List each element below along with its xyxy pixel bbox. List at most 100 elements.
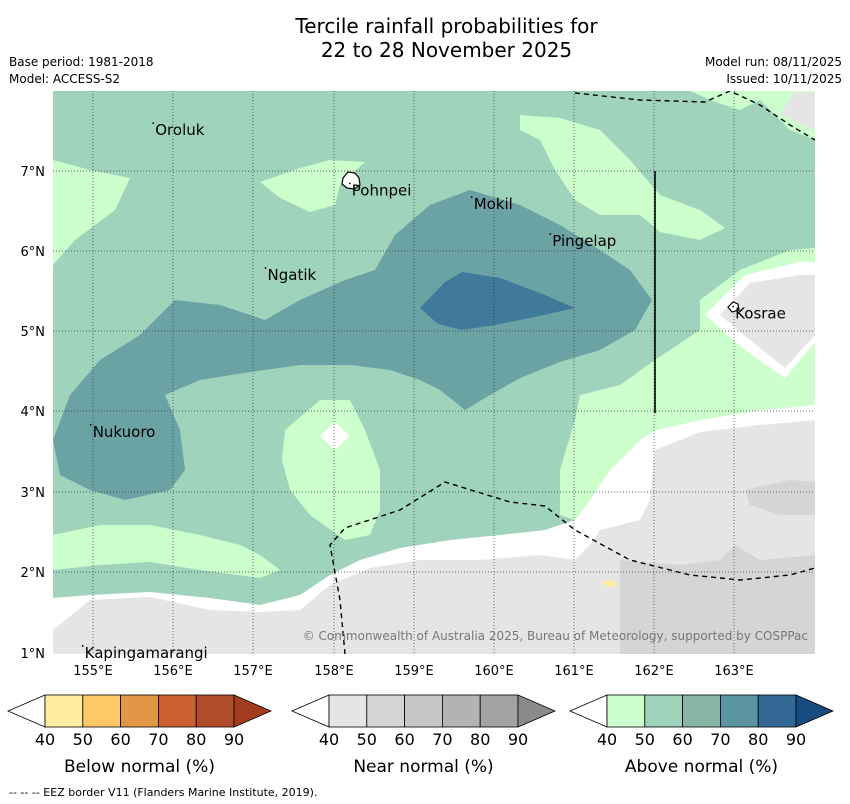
colorbars: 40 50 60 70 80 90 Below normal (%) 40 50 60 70 80 90… [6,694,835,777]
model-run: Model run: 08/11/2025 [704,55,842,69]
colorbar-3-tick-4: 80 [748,730,768,749]
lon-tick-6: 161°E [554,664,594,679]
colorbar-1-low-extend [6,694,46,728]
model-name: Model: ACCESS-S2 [9,72,121,86]
place-label-mokil: Mokil [474,195,513,213]
colorbar-2: 40 50 60 70 80 90 Near normal (%) [290,694,557,777]
lat-tick-5: 6°N [21,245,46,260]
place-marker-kosrae [732,305,735,308]
above-80-core [420,272,575,330]
near-50-kosrae [720,275,815,368]
colorbar-3-low-extend [568,694,608,728]
colorbar-1-segment-0 [44,694,84,728]
above-40-north-east [520,115,725,240]
colorbar-1: 40 50 60 70 80 90 Below normal (%) [6,694,273,777]
colorbar-3-tick-2: 60 [672,730,692,749]
lat-tick-6: 7°N [21,165,46,180]
meta-left: Base period: 1981-2018 Model: ACCESS-S2 [9,54,154,88]
eez-footnote: -- -- -- EEZ border V11 (Flanders Marine… [9,786,318,799]
colorbar-2-segment-2 [404,694,443,728]
colorbar-3-segment-1 [644,694,683,728]
above-40-central [282,400,380,540]
colorbar-2-tick-2: 60 [394,730,414,749]
place-label-pingelap: Pingelap [552,232,616,250]
above-40-pohnpei [260,160,365,212]
colorbar-3-tick-0: 40 [597,730,617,749]
lon-tick-labels: 155°E 156°E 157°E 158°E 159°E 160°E 161°… [73,664,754,679]
colorbar-2-segment-3 [441,694,481,728]
place-label-nukuoro: Nukuoro [93,423,156,441]
lon-tick-7: 162°E [634,664,674,679]
place-marker-ngatik [264,267,267,269]
place-label-kapingamarangi: Kapingamarangi [85,644,208,662]
colorbar-3-tick-5: 90 [786,730,806,749]
title-line-1: Tercile rainfall probabilities for [295,14,598,38]
lat-tick-2: 3°N [21,486,46,501]
colorbar-1-tick-1: 50 [73,730,93,749]
place-label-oroluk: Oroluk [155,121,204,139]
copyright-text: © Commonwealth of Australia 2025, Bureau… [303,629,808,643]
lat-tick-labels: 1°N 2°N 3°N 4°N 5°N 6°N 7°N [21,165,46,662]
lat-tick-3: 4°N [21,405,46,420]
place-marker-pohnpei [348,182,351,185]
colorbar-1-segment-1 [82,694,122,728]
colorbar-3: 40 50 60 70 80 90 Above normal (%) [568,694,835,777]
colorbar-1-segment-4 [195,694,235,728]
near-60-east [745,480,815,515]
meta-right: Model run: 08/11/2025 Issued: 10/11/2025 [705,54,842,88]
base-period: Base period: 1981-2018 [9,55,154,69]
lon-tick-0: 155°E [73,664,113,679]
colorbar-3-label: Above normal (%) [625,757,778,777]
title-line-2: 22 to 28 November 2025 [320,38,573,62]
colorbar-1-label: Below normal (%) [64,757,215,777]
colorbar-3-segment-2 [682,694,721,728]
near-50-northeast [780,92,815,130]
colorbar-2-segment-0 [328,694,368,728]
place-marker-pingelap [549,233,552,236]
place-marker-nukuoro [89,423,92,426]
near-40-patch-1 [320,422,350,450]
colorbar-2-low-extend [290,694,330,728]
colorbar-2-tick-1: 50 [357,730,377,749]
lon-tick-8: 163°E [714,664,754,679]
place-marker-oroluk [152,122,155,125]
colorbar-2-segment-4 [479,694,519,728]
colorbar-1-high-extend [233,694,273,728]
above-70-band [53,190,652,500]
lon-tick-3: 158°E [314,664,354,679]
colorbar-3-segment-4 [757,694,797,728]
colorbar-3-tick-1: 50 [635,730,655,749]
colorbar-2-tick-4: 80 [470,730,490,749]
colorbar-2-tick-3: 70 [432,730,452,749]
lat-tick-4: 5°N [21,325,46,340]
colorbar-1-tick-2: 60 [110,730,130,749]
lon-tick-2: 157°E [233,664,273,679]
lat-tick-0: 1°N [21,647,46,662]
lon-tick-4: 159°E [394,664,434,679]
colorbar-2-high-extend [517,694,557,728]
colorbar-2-segment-1 [366,694,405,728]
above-40-northeast-corner [690,91,815,140]
above-40-southeast-strip [560,410,655,520]
lon-tick-5: 160°E [474,664,514,679]
near-40-patch-2 [594,390,638,420]
colorbar-2-tick-0: 40 [319,730,339,749]
colorbar-3-segment-3 [720,694,759,728]
above-40-southwest [53,525,280,578]
colorbar-3-tick-3: 70 [710,730,730,749]
colorbar-1-tick-4: 80 [186,730,206,749]
colorbar-3-segment-0 [606,694,646,728]
place-label-pohnpei: Pohnpei [352,181,412,199]
place-label-ngatik: Ngatik [268,266,317,284]
colorbar-3-high-extend [795,694,835,728]
issued-date: Issued: 10/11/2025 [726,72,842,86]
graticule [53,91,815,654]
place-marker-mokil [470,196,473,199]
probability-fields [53,91,815,654]
colorbar-1-segment-3 [157,694,197,728]
lat-tick-1: 2°N [21,566,46,581]
place-marker-kapingamarangi [81,645,84,647]
colorbar-1-tick-3: 70 [148,730,168,749]
pohnpei-island [341,171,361,190]
